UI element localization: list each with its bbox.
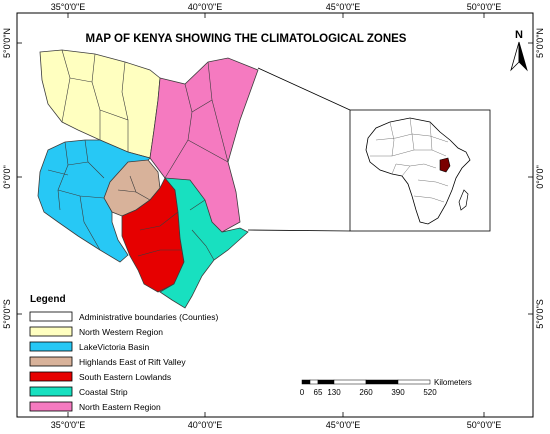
scale-tick-390: 390 <box>391 388 405 397</box>
legend: Legend Administrative boundaries (Counti… <box>29 294 219 412</box>
grid-label-right-5n: 5°0'0"N <box>535 28 545 58</box>
legend-item-admin-boundaries-label: Administrative boundaries (Counties) <box>79 312 219 322</box>
grid-label-bottom-40e: 40°0'0"E <box>188 420 223 430</box>
scale-tick-260: 260 <box>359 388 373 397</box>
legend-item-highlands-label: Highlands East of Rift Valley <box>79 357 186 367</box>
legend-item-north-eastern-swatch <box>29 401 73 412</box>
grid-label-top-35e: 35°0'0"E <box>51 2 86 12</box>
grid-label-left-5s: 5°0'0"S <box>2 299 12 329</box>
region-coastal <box>159 177 249 309</box>
grid-label-left-0: 0°0'0" <box>2 165 12 189</box>
africa-inset-map <box>365 117 471 225</box>
scale-bar: Kilometers 0 65 130 260 390 520 <box>300 378 472 397</box>
scale-tick-520: 520 <box>423 388 437 397</box>
africa-outline <box>365 117 471 225</box>
grid-label-right-5s: 5°0'0"S <box>535 299 545 329</box>
scale-bar-unit: Kilometers <box>434 378 472 387</box>
legend-item-lake-victoria-label: LakeVictoria Basin <box>79 342 150 352</box>
scale-tick-0: 0 <box>300 388 305 397</box>
scale-tick-130: 130 <box>327 388 341 397</box>
grid-label-left-5n: 5°0'0"N <box>2 28 12 58</box>
legend-item-lake-victoria-swatch <box>29 341 73 352</box>
graticule-ticks <box>17 13 533 417</box>
grid-label-top-50e: 50°0'0"E <box>467 2 502 12</box>
grid-label-bottom-35e: 35°0'0"E <box>51 420 86 430</box>
madagascar-outline <box>458 189 469 211</box>
north-arrow: N <box>510 29 528 72</box>
county-boundaries <box>47 49 229 261</box>
legend-item-north-western-label: North Western Region <box>79 327 163 337</box>
africa-country-lines <box>370 117 449 203</box>
legend-item-coastal-label: Coastal Strip <box>79 387 128 397</box>
inset-connector-bottom <box>247 229 351 232</box>
legend-item-north-western-swatch <box>29 326 73 337</box>
legend-item-south-eastern-swatch <box>29 371 73 382</box>
inset-connector-top <box>257 67 351 111</box>
kenya-map <box>37 49 259 309</box>
legend-item-north-eastern-label: North Eastern Region <box>79 402 161 412</box>
grid-label-bottom-45e: 45°0'0"E <box>326 420 361 430</box>
legend-item-highlands-swatch <box>29 356 73 367</box>
north-arrow-right <box>518 41 528 72</box>
kenya-highlight <box>439 157 451 173</box>
grid-label-top-40e: 40°0'0"E <box>188 2 223 12</box>
legend-item-admin-boundaries-swatch <box>29 311 73 322</box>
grid-label-bottom-50e: 50°0'0"E <box>467 420 502 430</box>
scale-tick-65: 65 <box>314 388 323 397</box>
legend-title: Legend <box>30 294 66 305</box>
north-arrow-label: N <box>515 29 523 41</box>
legend-item-coastal-swatch <box>29 386 73 397</box>
legend-item-south-eastern-label: South Eastern Lowlands <box>79 372 171 382</box>
grid-label-right-0: 0°0'0" <box>535 165 545 189</box>
grid-label-top-45e: 45°0'0"E <box>326 2 361 12</box>
map-title: MAP OF KENYA SHOWING THE CLIMATOLOGICAL … <box>86 33 407 45</box>
